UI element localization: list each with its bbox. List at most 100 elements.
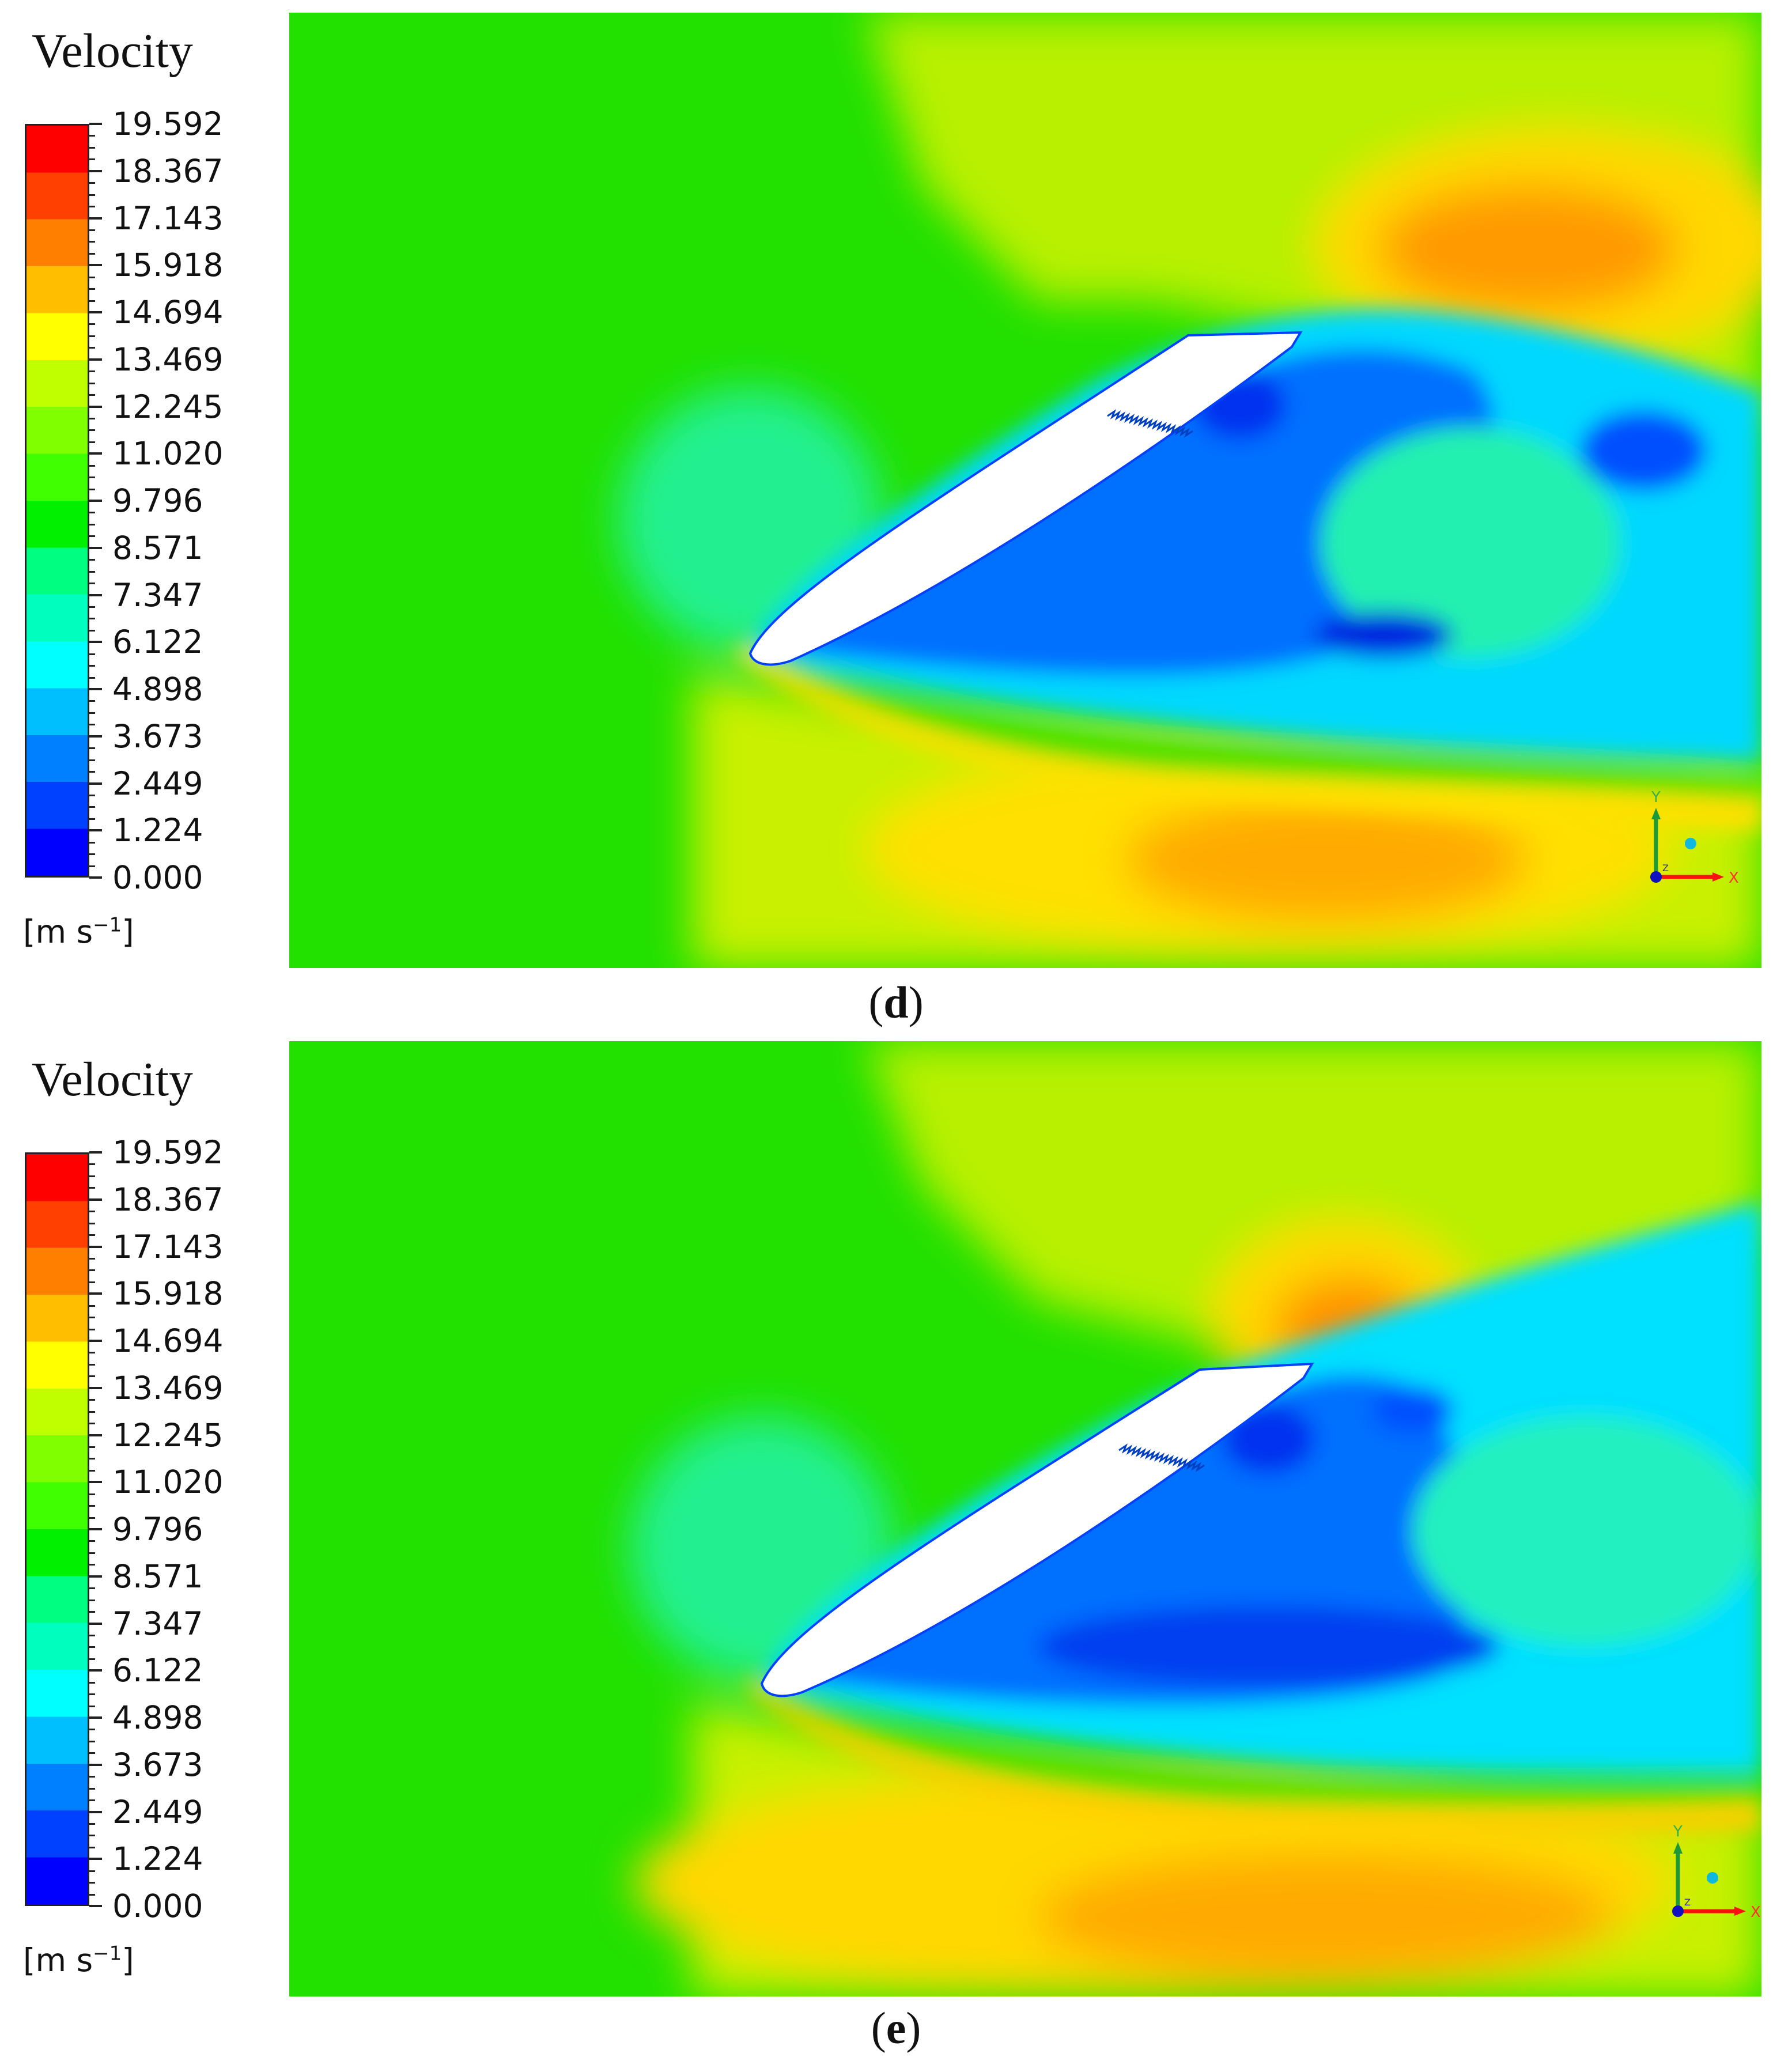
colorbar-minor-tick [89,1505,95,1507]
colorbar-minor-tick [89,1317,95,1319]
colorbar-minor-tick [89,1835,95,1837]
colorbar-tick-label: 8.571 [112,1557,203,1595]
colorbar-tick-label: 12.245 [112,1416,224,1454]
colorbar-minor-tick [89,1411,95,1413]
colorbar-tick [89,593,102,596]
colorbar-tick [89,876,102,879]
colorbar-minor-tick [89,1328,95,1330]
colorbar-tick-label: 3.673 [112,717,203,755]
colorbar-tick [89,1763,102,1766]
colorbar-tick [89,1198,102,1201]
colorbar-tick-label: 13.469 [112,341,224,378]
colorbar-minor-tick [89,1257,95,1260]
colorbar-tick-label: 9.796 [112,1511,203,1548]
colorbar-minor-tick [89,853,95,856]
colorbar-minor-tick [89,394,95,396]
colorbar-tick-label: 15.918 [112,247,224,284]
colorbar-minor-tick [89,1163,95,1166]
colorbar-minor-tick [89,1705,95,1707]
colorbar-tick [89,452,102,455]
axis-z-label: Z [1684,1897,1691,1908]
colorbar-minor-tick [89,771,95,773]
colorbar-minor-tick [89,1175,95,1177]
colorbar-minor-tick [89,1611,95,1613]
colorbar-minor-tick [89,841,95,844]
colorbar-minor-tick [89,229,95,231]
colorbar-tick-label: 0.000 [112,1888,203,1924]
colorbar-minor-tick [89,370,95,373]
colorbar-minor-tick [89,1552,95,1554]
colorbar-tick-label: 18.367 [112,152,224,190]
colorbar-tick [89,1528,102,1530]
colorbar-tick [89,1622,102,1625]
colorbar-minor-tick [89,1222,95,1224]
colorbar-tick [89,405,102,408]
colorbar-minor-tick [89,806,95,808]
colorbar-minor-tick [89,1893,95,1896]
colorbar-minor-tick [89,1375,95,1378]
axis-z-label: Z [1662,863,1669,874]
colorbar-tick [89,311,102,313]
colorbar-tick-label: 17.143 [112,1228,224,1265]
colorbar-tick-label: 11.020 [112,1464,224,1501]
velocity-contour-plot: Y X Z [289,1041,1761,1996]
colorbar-tick-label: 11.020 [112,435,224,472]
colorbar-minor-tick [89,135,95,137]
colorbar-minor-tick [89,146,95,149]
colorbar-minor-tick [89,1587,95,1590]
colorbar-tick [89,1245,102,1248]
legend-title: Velocity [32,1053,193,1106]
colorbar-tick [89,1669,102,1672]
colorbar-tick [89,123,102,125]
colorbar-minor-tick [89,194,95,196]
colorbar-tick-label: 14.694 [112,1322,224,1359]
colorbar-minor-tick [89,323,95,326]
colorbar-tick [89,1340,102,1342]
colorbar-minor-tick [89,1187,95,1189]
panel-e: Velocity 19.592 18.367 17.143 15.918 14.694 1… [0,1028,1792,2057]
colorbar-minor-tick [89,629,95,632]
colorbar-tick-label: 13.469 [112,1369,224,1406]
colorbar-minor-tick [89,1882,95,1884]
colorbar-minor-tick [89,535,95,538]
colorbar-tick-label: 4.898 [112,1699,203,1736]
colorbar-tick-label: 19.592 [112,105,224,142]
colorbar-minor-tick [89,1458,95,1460]
colorbar-minor-tick [89,335,95,337]
colorbar-minor-tick [89,747,95,750]
units-label: [m s−1] [23,1942,134,1979]
colorbar-minor-tick [89,1363,95,1366]
colorbar-minor-tick [89,1493,95,1495]
colorbar-tick [89,264,102,267]
colorbar-minor-tick [89,1211,95,1213]
colorbar-minor-tick [89,1399,95,1401]
colorbar-tick [89,1386,102,1389]
colorbar-minor-tick [89,653,95,655]
colorbar-tick [89,1434,102,1436]
colorbar-minor-tick [89,300,95,302]
colorbar-minor-tick [89,759,95,761]
colorbar-tick [89,641,102,644]
colorbar-minor-tick [89,865,95,867]
colorbar-tick [89,1481,102,1484]
colorbar-minor-tick [89,1234,95,1237]
colorbar-minor-tick [89,583,95,585]
colorbar-tick-label: 2.449 [112,1793,203,1831]
colorbar-minor-tick [89,1304,95,1307]
colorbar-minor-tick [89,1752,95,1754]
colorbar-tick [89,688,102,690]
colorbar-minor-tick [89,559,95,561]
colorbar-minor-tick [89,182,95,184]
colorbar-minor-tick [89,464,95,467]
colorbar-minor-tick [89,1599,95,1601]
colorbar-tick-label: 7.347 [112,1605,203,1642]
colorbar-minor-tick [89,488,95,490]
colorbar-minor-tick [89,276,95,278]
colorbar-minor-tick [89,1870,95,1872]
colorbar-tick-label: 1.224 [112,1840,203,1878]
colorbar-minor-tick [89,1517,95,1519]
colorbar-tick-label: 8.571 [112,529,203,566]
colorbar-tick-label: 4.898 [112,671,203,708]
colorbar-minor-tick [89,1693,95,1696]
colorbar-minor-tick [89,1822,95,1825]
